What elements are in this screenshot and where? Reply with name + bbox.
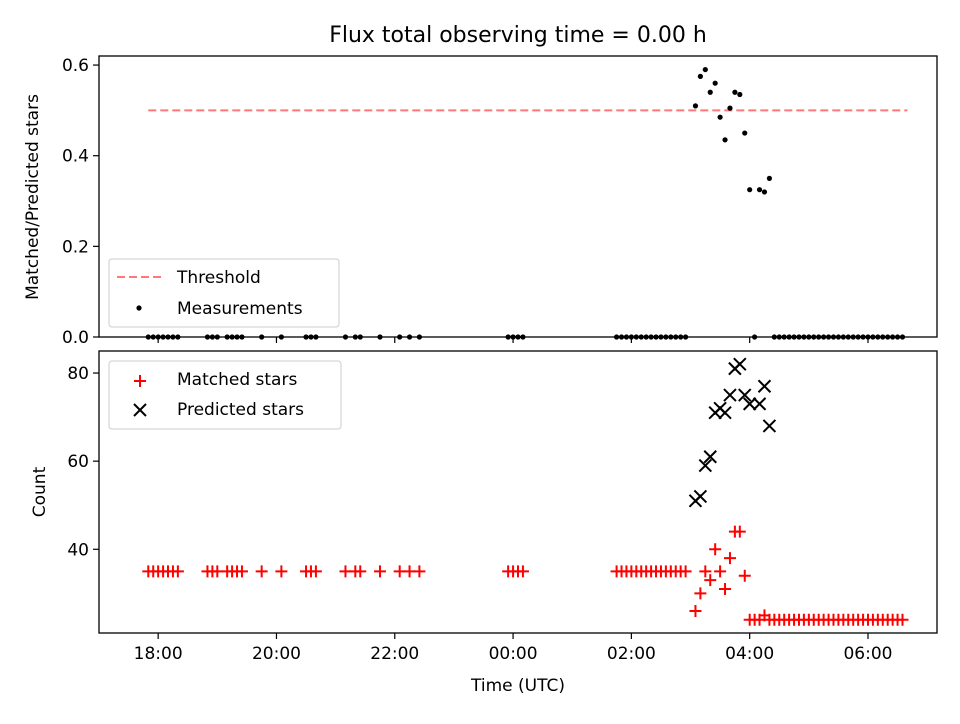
matched-point [699, 565, 712, 578]
y-tick-label: 0.0 [62, 328, 89, 348]
predicted-point [703, 450, 717, 464]
bottom-panel: 40 60 80 18:00 20:00 22:00 00:00 02:00 04:00 06:… [30, 350, 938, 696]
matched-point [738, 569, 751, 582]
matched-point [235, 565, 248, 578]
measurement-point [692, 103, 699, 109]
chart-title: Flux total observing time = 0.00 h [329, 23, 707, 48]
matched-point [733, 525, 746, 538]
top-panel: 0.0 0.2 0.4 0.6 Matched/Predicted stars Thr… [23, 55, 938, 348]
predicted-point [733, 357, 747, 371]
predicted-point [693, 489, 708, 504]
y-tick-label: 0.6 [62, 56, 89, 76]
matched-point [354, 565, 367, 578]
measurement-point [756, 187, 763, 193]
predicted-point [752, 397, 767, 411]
top-axes-frame [98, 55, 938, 338]
x-tick-label: 00:00 [489, 644, 538, 664]
matched-point [723, 552, 736, 565]
measurement-point [727, 105, 733, 111]
matched-point [309, 565, 322, 578]
measurement-point [722, 137, 728, 143]
x-tick-label: 06:00 [843, 644, 892, 664]
matched-point [694, 587, 707, 600]
matched-point [704, 574, 717, 587]
matched-point [719, 582, 732, 595]
bottom-x-ticks: 18:00 20:00 22:00 00:00 02:00 04:00 06:00 [134, 633, 892, 664]
matched-point [714, 565, 727, 578]
top-legend-box [108, 258, 340, 328]
y-tick-label: 40 [67, 540, 89, 560]
legend-threshold-label: Threshold [176, 268, 261, 288]
predicted-point [757, 379, 772, 393]
bottom-y-axis-label: Count [30, 466, 50, 517]
predicted-point [723, 388, 737, 402]
x-tick-label: 20:00 [252, 644, 301, 664]
bottom-axes-frame [98, 350, 938, 634]
y-tick-label: 0.4 [62, 147, 89, 167]
y-tick-label: 60 [67, 452, 89, 472]
top-y-axis: 0.0 0.2 0.4 0.6 [62, 56, 99, 348]
measurement-point [732, 89, 738, 95]
predicted-point [738, 388, 752, 402]
top-x-ticks [157, 337, 869, 343]
matched-point [275, 565, 288, 578]
measurement-point [707, 89, 713, 95]
y-tick-label: 0.2 [62, 237, 89, 257]
y-tick-label: 80 [67, 364, 89, 384]
measurement-point [717, 114, 723, 120]
bottom-marks [142, 357, 909, 626]
x-tick-label: 04:00 [725, 644, 774, 664]
matched-point [255, 565, 268, 578]
measurement-point [742, 130, 748, 136]
legend-matched-label: Matched stars [177, 370, 297, 390]
measurement-point [697, 73, 703, 79]
predicted-point [698, 458, 713, 473]
matched-legend-swatch [134, 375, 146, 387]
matched-point [171, 565, 184, 578]
measurement-point [737, 91, 743, 98]
matched-point [516, 565, 529, 578]
predicted-point [762, 419, 777, 433]
measurements-legend-swatch [136, 305, 142, 311]
x-tick-label: 02:00 [607, 644, 656, 664]
predicted-legend-swatch [133, 403, 147, 417]
legend-predicted-label: Predicted stars [177, 400, 304, 420]
top-y-axis-label: Matched/Predicted stars [23, 94, 43, 300]
matched-point [413, 565, 426, 578]
x-axis-label: Time (UTC) [470, 676, 565, 696]
matched-point [709, 543, 722, 556]
predicted-point [742, 397, 757, 411]
measurement-point [702, 66, 708, 73]
bottom-legend-box [108, 360, 342, 430]
measurement-point [747, 187, 753, 193]
matched-point [373, 565, 386, 578]
bottom-y-axis: 40 60 80 [67, 364, 99, 560]
top-legend: Threshold Measurements [108, 258, 340, 328]
legend-measurements-label: Measurements [177, 299, 303, 319]
x-tick-label: 18:00 [134, 644, 183, 664]
measurement-point [712, 80, 718, 86]
predicted-point [718, 405, 732, 420]
bottom-legend: Matched stars Predicted stars [108, 360, 342, 430]
matched-point [679, 565, 692, 578]
measurement-point [761, 189, 768, 195]
matched-point [689, 604, 702, 617]
matched-point [896, 613, 909, 626]
measurement-point [766, 175, 773, 181]
x-tick-label: 22:00 [370, 644, 419, 664]
